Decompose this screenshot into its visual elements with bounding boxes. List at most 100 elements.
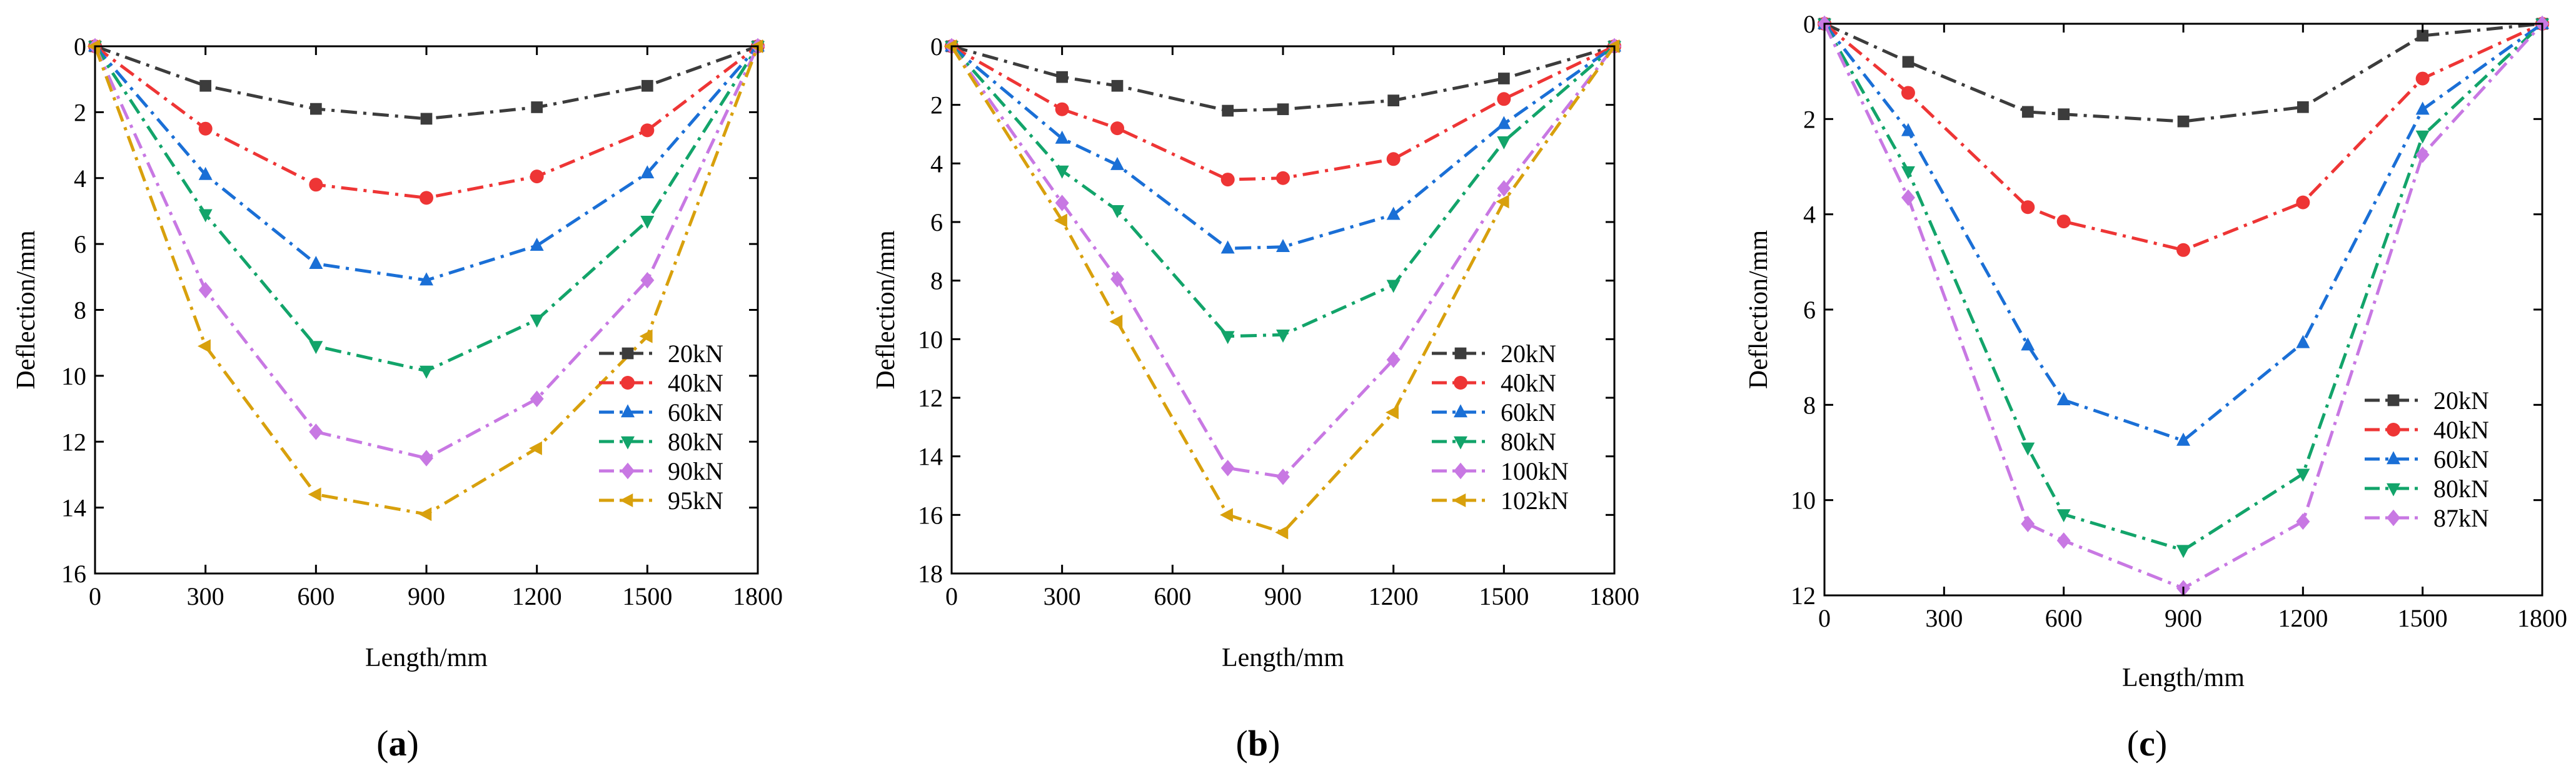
legend-label-a-40kN: 40kN bbox=[668, 369, 723, 397]
data-point-a-95kN-3 bbox=[418, 507, 432, 522]
data-point-c-87kN-3 bbox=[2056, 532, 2071, 549]
y-tick-label-b-8: 16 bbox=[918, 501, 943, 529]
data-point-c-20kN-3 bbox=[2058, 108, 2070, 121]
x-tick-label-b-5: 1500 bbox=[1479, 582, 1529, 610]
data-point-b-100kN-3 bbox=[1220, 460, 1235, 477]
legend-label-c-80kN: 80kN bbox=[2433, 475, 2489, 503]
y-tick-label-a-1: 2 bbox=[74, 98, 86, 126]
legend-marker-c-87kN bbox=[2387, 509, 2400, 527]
y-tick-label-c-1: 2 bbox=[1803, 105, 1816, 133]
data-point-b-40kN-6 bbox=[1497, 92, 1511, 106]
x-tick-label-a-5: 1500 bbox=[622, 582, 672, 610]
legend-marker-b-80kN bbox=[1454, 436, 1467, 450]
legend-label-a-95kN: 95kN bbox=[668, 487, 723, 515]
data-point-c-20kN-2 bbox=[2021, 106, 2034, 118]
data-point-b-40kN-1 bbox=[1055, 102, 1069, 116]
x-axis-title-b: Length/mm bbox=[1222, 644, 1344, 672]
data-point-b-60kN-2 bbox=[1110, 157, 1124, 170]
legend-marker-b-40kN bbox=[1454, 376, 1467, 390]
data-point-a-20kN-2 bbox=[309, 103, 322, 115]
legend-marker-c-40kN bbox=[2387, 423, 2400, 437]
y-tick-label-c-4: 8 bbox=[1803, 391, 1816, 419]
panel-label-c: (c) bbox=[2127, 723, 2167, 764]
data-point-b-102kN-6 bbox=[1496, 194, 1509, 209]
data-point-c-20kN-4 bbox=[2177, 115, 2190, 128]
x-tick-label-b-3: 900 bbox=[1264, 582, 1302, 610]
y-tick-label-c-2: 4 bbox=[1803, 201, 1816, 229]
data-point-a-40kN-5 bbox=[640, 123, 655, 138]
y-tick-label-b-0: 0 bbox=[930, 33, 943, 61]
data-point-c-40kN-4 bbox=[2176, 243, 2190, 257]
legend-label-a-80kN: 80kN bbox=[668, 428, 723, 456]
x-tick-label-b-1: 300 bbox=[1044, 582, 1081, 610]
data-point-a-60kN-2 bbox=[309, 256, 323, 269]
y-tick-label-c-0: 0 bbox=[1803, 10, 1816, 38]
data-point-a-60kN-4 bbox=[530, 238, 544, 251]
data-point-c-80kN-4 bbox=[2176, 545, 2190, 558]
series-line-b-80kN bbox=[950, 45, 1616, 338]
data-point-b-20kN-1 bbox=[1056, 71, 1069, 83]
data-point-c-60kN-4 bbox=[2176, 432, 2190, 446]
data-point-c-40kN-6 bbox=[2415, 71, 2430, 86]
series-line-c-87kN bbox=[1823, 23, 2543, 590]
data-point-b-80kN-5 bbox=[1386, 280, 1401, 293]
y-tick-label-b-2: 4 bbox=[930, 149, 943, 178]
data-point-a-40kN-4 bbox=[530, 169, 544, 184]
data-point-c-87kN-1 bbox=[1901, 189, 1915, 206]
y-tick-label-c-3: 6 bbox=[1803, 296, 1816, 324]
legend-marker-c-80kN bbox=[2387, 483, 2400, 497]
data-point-c-80kN-3 bbox=[2056, 509, 2071, 523]
data-point-b-60kN-5 bbox=[1386, 206, 1401, 220]
y-tick-label-a-6: 12 bbox=[61, 428, 86, 456]
data-point-a-90kN-1 bbox=[198, 281, 213, 299]
data-point-a-90kN-2 bbox=[309, 423, 323, 440]
y-tick-label-a-3: 6 bbox=[74, 230, 86, 258]
data-point-c-40kN-5 bbox=[2296, 195, 2310, 210]
legend-marker-c-20kN bbox=[2387, 394, 2400, 407]
data-point-a-20kN-1 bbox=[199, 79, 212, 92]
data-point-b-102kN-2 bbox=[1109, 315, 1123, 329]
legend-label-a-60kN: 60kN bbox=[668, 398, 723, 427]
data-point-c-80kN-1 bbox=[1901, 166, 1915, 179]
series-line-b-60kN bbox=[950, 44, 1616, 250]
y-tick-label-b-4: 8 bbox=[930, 267, 943, 295]
data-point-b-40kN-4 bbox=[1276, 171, 1290, 185]
series-line-b-102kN bbox=[950, 45, 1616, 534]
legend-marker-a-80kN bbox=[621, 436, 635, 450]
chart-panel-c: 0 300 600 900 1200 1500 1800 0 2 4 6 8 10 12 Length/mm… bbox=[1744, 10, 2567, 692]
y-tick-label-b-3: 6 bbox=[930, 208, 943, 236]
y-tick-label-c-6: 12 bbox=[1791, 582, 1816, 610]
legend-label-b-80kN: 80kN bbox=[1501, 428, 1556, 456]
legend-label-b-40kN: 40kN bbox=[1501, 369, 1556, 397]
panel-label-b: (b) bbox=[1236, 723, 1280, 764]
data-point-a-95kN-1 bbox=[198, 339, 211, 353]
data-point-a-60kN-1 bbox=[198, 166, 213, 180]
series-line-a-80kN bbox=[93, 45, 760, 373]
x-tick-label-c-2: 600 bbox=[2045, 604, 2083, 632]
data-point-b-20kN-2 bbox=[1111, 79, 1124, 92]
x-tick-label-b-0: 0 bbox=[945, 582, 958, 610]
x-tick-label-b-2: 600 bbox=[1154, 582, 1191, 610]
data-point-c-87kN-5 bbox=[2296, 513, 2310, 530]
series-line-b-20kN bbox=[951, 44, 1615, 113]
legend-label-c-87kN: 87kN bbox=[2433, 504, 2489, 532]
y-axis-title-a: Deflection/mm bbox=[12, 230, 41, 390]
series-line-a-90kN bbox=[93, 45, 760, 460]
x-tick-label-b-6: 1800 bbox=[1589, 582, 1639, 610]
data-point-b-102kN-0 bbox=[943, 39, 957, 53]
data-point-a-20kN-3 bbox=[420, 113, 433, 125]
legend-marker-c-60kN bbox=[2387, 451, 2400, 465]
data-point-b-102kN-3 bbox=[1220, 508, 1233, 522]
data-point-a-60kN-3 bbox=[420, 272, 433, 286]
y-tick-label-a-0: 0 bbox=[74, 33, 86, 61]
x-tick-label-c-3: 900 bbox=[2165, 604, 2202, 632]
legend-label-b-60kN: 60kN bbox=[1501, 398, 1556, 427]
data-point-a-95kN-4 bbox=[529, 441, 542, 455]
series-line-b-40kN bbox=[950, 44, 1616, 181]
data-point-c-60kN-3 bbox=[2056, 392, 2071, 405]
data-point-b-40kN-2 bbox=[1110, 121, 1124, 136]
legend-marker-b-102kN bbox=[1452, 493, 1466, 507]
data-point-b-20kN-3 bbox=[1222, 104, 1234, 117]
legend-marker-b-100kN bbox=[1454, 462, 1467, 480]
